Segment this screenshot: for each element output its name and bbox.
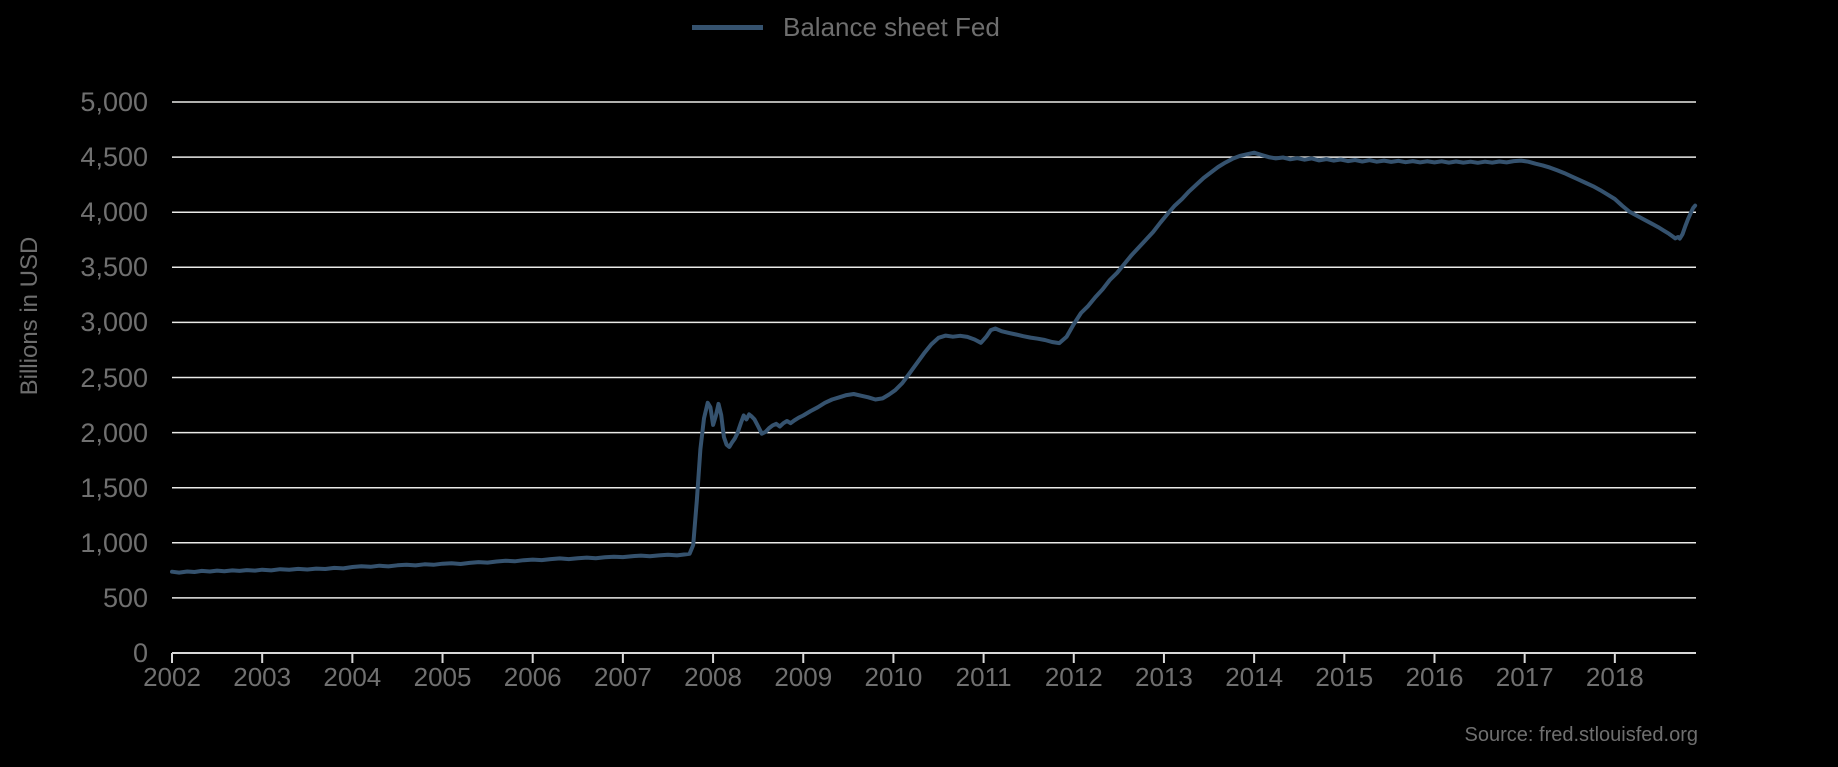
x-tick-label: 2017 <box>1495 662 1554 692</box>
y-tick-label: 0 <box>132 638 148 668</box>
y-tick-label: 4,500 <box>80 142 148 173</box>
y-tick-label: 500 <box>102 582 148 613</box>
y-tick-label: 4,000 <box>80 197 148 228</box>
x-tick-label: 2014 <box>1225 662 1284 692</box>
legend-line-swatch <box>692 25 763 30</box>
y-tick-label: 3,500 <box>80 252 148 283</box>
x-tick-label: 2015 <box>1315 662 1374 692</box>
x-tick-label: 2009 <box>774 662 833 692</box>
y-tick-label: 1,500 <box>80 472 148 503</box>
y-tick-label: 3,000 <box>80 307 148 338</box>
x-tick-label: 2002 <box>143 662 201 692</box>
x-tick-label: 2018 <box>1585 662 1644 692</box>
x-tick-label: 2010 <box>864 662 923 692</box>
x-tick-label: 2013 <box>1135 662 1193 692</box>
y-tick-label: 2,000 <box>80 417 148 448</box>
x-tick-label: 2008 <box>684 662 742 692</box>
balance-sheet-fed-line <box>170 150 1698 575</box>
y-tick-label: 5,000 <box>80 87 148 117</box>
x-tick-label: 2004 <box>323 662 382 692</box>
legend-label: Balance sheet Fed <box>783 12 1000 42</box>
x-tick-label: 2005 <box>413 662 472 692</box>
x-tick-label: 2006 <box>503 662 562 692</box>
x-tick-label: 2007 <box>593 662 652 692</box>
y-tick-label: 2,500 <box>80 362 148 393</box>
x-tick-label: 2011 <box>955 662 1012 692</box>
x-tick-label: 2012 <box>1044 662 1103 692</box>
y-tick-label: 1,000 <box>80 527 148 558</box>
x-tick-label: 2016 <box>1405 662 1464 692</box>
legend: Balance sheet Fed <box>0 0 1838 50</box>
source-note: Source: fred.stlouisfed.org <box>1464 724 1698 746</box>
x-tick-label: 2003 <box>233 662 292 692</box>
